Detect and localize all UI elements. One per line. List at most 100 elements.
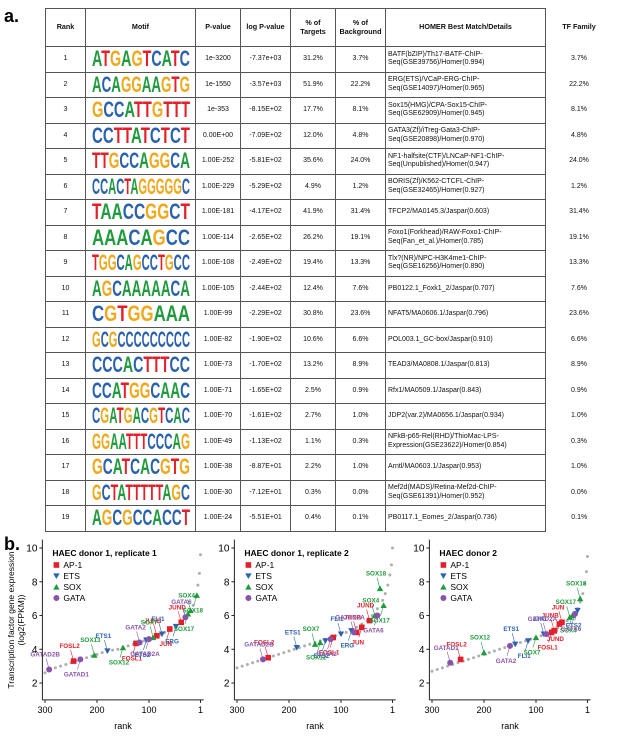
table-cell: 1.00E-70 — [195, 403, 241, 430]
point-label: ETS2 — [566, 622, 582, 629]
table-cell: 13 — [45, 352, 86, 379]
point-label: ERG — [341, 643, 355, 650]
homer-match: TEAD3/MA0808.1/Jaspar(0.813) — [385, 352, 546, 379]
point — [100, 651, 104, 655]
homer-match: PB0117.1_Eomes_2/Jaspar(0.736) — [385, 505, 546, 532]
motif-sequence: AAACAGCC — [92, 226, 190, 247]
y-tick-label: 10 — [413, 544, 425, 555]
table-cell: 6 — [45, 173, 86, 200]
table-cell: 0.0% — [571, 488, 587, 496]
leader-line — [556, 623, 560, 635]
x-axis-label: rank — [114, 721, 132, 731]
homer-match: TFCP2/MA0145.3/Jaspar(0.603) — [385, 199, 546, 226]
point — [111, 648, 115, 652]
column-header: Motif — [85, 8, 196, 47]
table-cell: -2.29E+02 — [240, 301, 291, 328]
leader-line — [145, 639, 150, 650]
table-row: 6CCACTAGGGGGC1.00E-229-5.29E+024.9%1.2%B… — [45, 173, 613, 200]
x-tick-label: 300 — [37, 705, 52, 715]
table-cell: 1.00E-105 — [195, 275, 241, 302]
motif-sequence: GCCATTGTTT — [92, 98, 190, 119]
homer-match: Tlx?(NR)/NPC-H3K4me1-ChIP-Seq(GSE16256)/… — [385, 250, 546, 277]
table-cell: 15 — [45, 403, 86, 430]
point-label: ETS2 — [135, 652, 151, 659]
homer-match: BATF(bZIP)/Th17-BATF-ChIP-Seq(GSE39756)/… — [385, 46, 546, 73]
table-cell: 8.1% — [571, 106, 587, 113]
point-label: GATA2 — [496, 658, 517, 665]
point — [344, 630, 348, 634]
y-tick-label: 8 — [224, 577, 230, 588]
point-label: FOSL2 — [59, 643, 80, 650]
point-label: GATAD1 — [434, 645, 459, 652]
point-label: ETS2 — [314, 653, 330, 660]
motif-cell: ATGAGTCATC — [85, 46, 196, 73]
table-cell: 31.4% — [335, 199, 386, 226]
point-label: GATAD2A — [130, 651, 160, 658]
point — [303, 644, 307, 648]
motif-cell: CGTGGAAA — [85, 301, 196, 328]
chart-title: HAEC donor 1, replicate 1 — [52, 548, 157, 558]
legend-label: ETS — [450, 571, 467, 581]
table-cell: -4.17E+02 — [240, 199, 291, 226]
legend-label: SOX — [450, 582, 468, 592]
leader-line — [322, 640, 326, 651]
legend-marker — [53, 562, 60, 568]
table-row: 15CGATGACGTCAC1.00E-70-1.61E+022.7%1.0%J… — [45, 403, 613, 430]
point — [477, 654, 481, 658]
marker — [193, 592, 201, 598]
table-cell: 8.9% — [335, 352, 386, 379]
point — [355, 625, 359, 629]
motif-logo: CCTTATCTCT — [92, 124, 190, 148]
leader-line — [550, 619, 555, 631]
table-cell: 8 — [45, 224, 86, 251]
column-header: P-value — [195, 8, 241, 47]
marker — [512, 641, 519, 648]
table-cell: -8.15E+02 — [240, 97, 291, 124]
column-header: TF Family — [562, 22, 596, 32]
table-cell: 11 — [45, 301, 86, 328]
x-axis-label: rank — [501, 721, 519, 731]
motif-sequence: TAACCGGCT — [92, 200, 190, 221]
table-cell: -1.90E+02 — [240, 326, 291, 353]
motif-logo: AGCAAAAACA — [92, 277, 190, 301]
marker — [70, 658, 77, 664]
legend-marker — [245, 595, 252, 601]
table-cell: 26.2% — [290, 224, 336, 251]
point-label: JUNB — [144, 618, 162, 625]
point — [251, 661, 255, 665]
table-cell: 0.3% — [290, 479, 336, 506]
table-cell: 17.7% — [290, 97, 336, 124]
point-label: SOX7 — [141, 619, 158, 626]
motif-sequence: CGATGACGTCAC — [92, 404, 190, 425]
point-label: SOX18 — [566, 581, 587, 588]
table-cell: 7 — [45, 199, 86, 226]
table-cell: 8.9% — [571, 361, 587, 368]
point — [116, 647, 120, 651]
y-tick-label: 10 — [26, 544, 38, 555]
legend-marker — [245, 573, 252, 579]
point-label: SOX17 — [174, 626, 195, 633]
marker — [337, 631, 345, 638]
column-header: Rank — [45, 8, 86, 47]
marker — [380, 602, 387, 609]
leader-line — [143, 639, 147, 651]
table-row: 9TGGCAGCCTGCC1.00E-108-2.49E+0219.4%13.3… — [45, 250, 613, 277]
table-cell: 12 — [45, 326, 86, 353]
header-row: Rank Motif P-value log P-value% of Targets%… — [45, 8, 613, 47]
motif-cell: AGCAAAAACA — [85, 275, 196, 302]
table-cell: 12.4% — [290, 275, 336, 302]
legend-label: ETS — [63, 571, 80, 581]
point-label: ETS1 — [285, 630, 301, 637]
leader-line — [132, 643, 137, 654]
x-tick-label: 1 — [198, 705, 203, 715]
leader-line — [77, 659, 81, 670]
table-cell: -1.13E+02 — [240, 428, 291, 455]
point-label: SOX12 — [470, 635, 491, 642]
point-label: GATAD2A — [528, 616, 558, 623]
motif-sequence: ACAGGAAGTG — [92, 73, 190, 94]
point-label: ETS1 — [96, 633, 112, 640]
leader-line — [457, 648, 461, 660]
leader-line — [193, 595, 198, 606]
y-tick-label: 4 — [419, 645, 425, 656]
legend-label: ETS — [255, 571, 272, 581]
